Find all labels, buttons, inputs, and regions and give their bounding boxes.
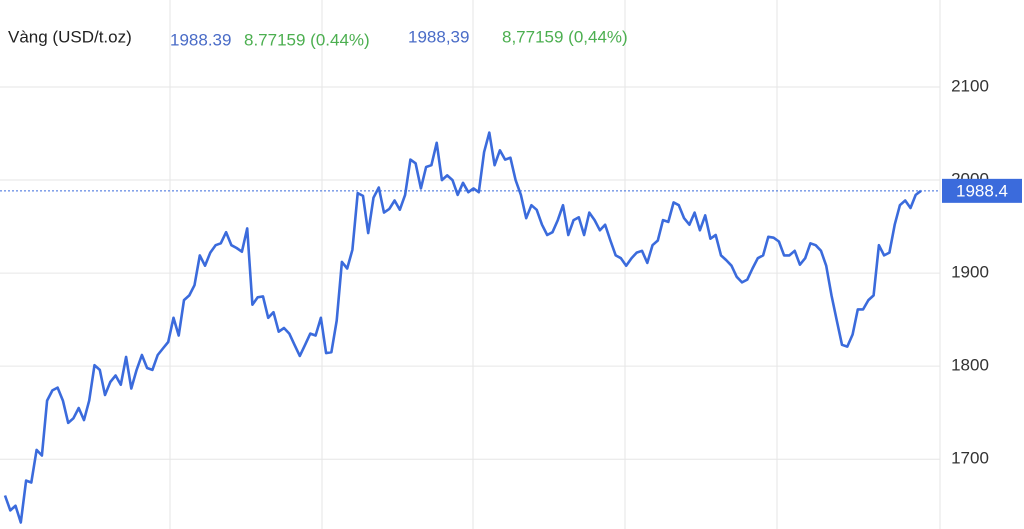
current-price-box bbox=[942, 178, 1022, 203]
y-tick-label: 1900 bbox=[951, 263, 989, 282]
price-line bbox=[3, 131, 922, 524]
change: 8.77159 (0.44%) bbox=[244, 30, 370, 49]
current-price-label: 1988.4 bbox=[956, 181, 1008, 200]
y-tick-label: 1800 bbox=[951, 356, 989, 375]
vertical-grid bbox=[169, 0, 941, 529]
change-local: 8,77159 (0,44%) bbox=[502, 27, 628, 46]
price-local: 1988,39 bbox=[408, 27, 469, 46]
y-tick-label: 2100 bbox=[951, 76, 989, 95]
y-tick-label: 1700 bbox=[951, 449, 989, 468]
price: 1988.39 bbox=[170, 30, 231, 49]
instrument-title: Vàng (USD/t.oz) bbox=[8, 27, 132, 46]
